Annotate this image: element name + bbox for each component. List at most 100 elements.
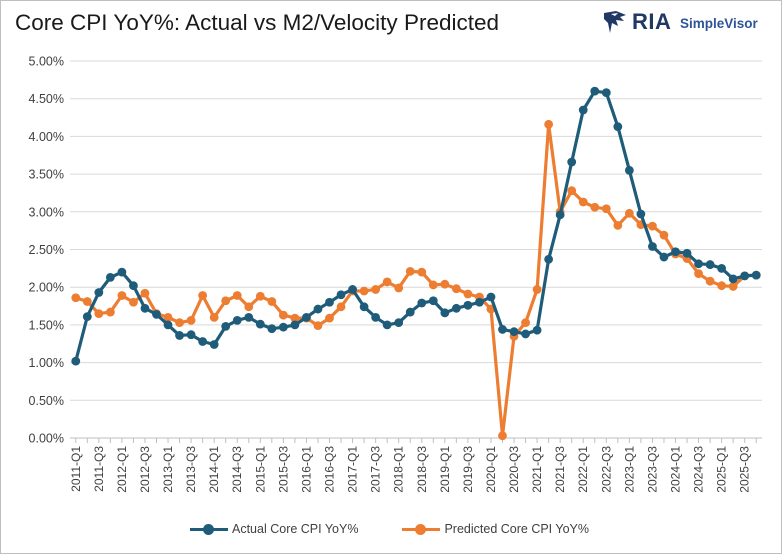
data-point	[255, 291, 265, 301]
data-point	[278, 310, 288, 320]
data-point	[740, 271, 750, 281]
y-tick-label: 2.50%	[29, 243, 64, 257]
data-point	[671, 247, 680, 257]
legend: Actual Core CPI YoY% Predicted Core CPI …	[190, 519, 633, 539]
data-point	[325, 313, 334, 323]
data-point	[186, 330, 196, 340]
data-point	[428, 280, 438, 290]
data-point	[751, 270, 761, 280]
data-point	[359, 286, 369, 296]
data-point	[175, 318, 184, 328]
data-point	[117, 291, 127, 300]
data-point	[590, 202, 600, 212]
legend-swatch-predicted	[402, 523, 441, 535]
series-layer	[71, 86, 761, 441]
grid-lines	[70, 60, 762, 439]
data-point	[498, 431, 507, 441]
series-actual	[71, 86, 761, 366]
data-point	[348, 285, 357, 294]
data-point	[255, 319, 265, 329]
data-point	[221, 296, 231, 306]
data-point	[140, 303, 150, 313]
data-point	[382, 277, 392, 287]
data-point	[705, 260, 715, 269]
x-tick-label: 2022-Q3	[599, 446, 613, 493]
data-point	[163, 320, 173, 330]
data-point	[186, 315, 196, 325]
data-point	[532, 325, 542, 335]
y-tick-label: 1.00%	[29, 356, 64, 370]
data-point	[567, 186, 577, 196]
x-tick-label: 2024-Q1	[669, 446, 683, 493]
data-point	[613, 122, 623, 131]
x-tick-label: 2023-Q3	[645, 446, 659, 493]
data-point	[302, 312, 311, 322]
legend-swatch-actual	[190, 523, 228, 535]
x-tick-label: 2018-Q3	[415, 446, 429, 493]
x-tick-label: 2022-Q1	[576, 446, 590, 493]
legend-label-predicted: Predicted Core CPI YoY%	[444, 522, 589, 536]
x-tick-label: 2021-Q3	[553, 446, 567, 493]
x-tick-label: 2025-Q3	[738, 446, 752, 493]
logo-sub-text: SimpleVisor	[680, 16, 758, 31]
x-tick-label: 2017-Q1	[346, 446, 360, 493]
data-point	[117, 267, 127, 277]
y-axis-ticks: 0.00% 0.50% 1.00% 1.50% 2.00% 2.50% 3.00% 3.50%…	[29, 55, 64, 446]
data-point	[278, 322, 288, 332]
y-tick-label: 4.50%	[29, 92, 64, 106]
data-point	[267, 324, 277, 334]
data-point	[728, 274, 738, 284]
data-point	[705, 276, 715, 286]
data-point	[313, 321, 323, 331]
x-tick-label: 2023-Q1	[622, 446, 636, 493]
data-point	[209, 312, 219, 322]
data-point	[163, 312, 173, 322]
data-point	[244, 302, 254, 312]
x-axis-ticks: 2011-Q1 2011-Q3 2012-Q1 2012-Q3 2013-Q1 2013-…	[69, 438, 757, 493]
y-tick-label: 3.50%	[29, 168, 64, 182]
data-point	[440, 279, 450, 289]
data-point	[198, 337, 208, 346]
y-tick-label: 3.00%	[29, 205, 64, 219]
data-point	[71, 356, 81, 366]
legend-label-actual: Actual Core CPI YoY%	[232, 522, 359, 536]
data-point	[336, 302, 346, 312]
data-point	[244, 312, 254, 322]
x-tick-label: 2013-Q3	[184, 446, 198, 493]
data-point	[682, 248, 692, 258]
data-point	[451, 303, 461, 313]
data-point	[613, 220, 623, 230]
data-point	[544, 119, 554, 129]
data-point	[290, 313, 300, 323]
data-point	[198, 291, 208, 300]
data-point	[578, 105, 588, 115]
y-tick-label: 0.50%	[29, 394, 64, 408]
data-point	[694, 259, 703, 269]
data-point	[601, 88, 611, 98]
data-point	[129, 297, 138, 307]
data-point	[359, 302, 369, 312]
legend-item-predicted: Predicted Core CPI YoY%	[402, 522, 589, 536]
data-point	[325, 297, 334, 307]
chart-title: Core CPI YoY%: Actual vs M2/Velocity Pre…	[15, 10, 499, 35]
x-tick-label: 2015-Q1	[253, 446, 267, 493]
data-point	[451, 284, 461, 294]
series-line	[75, 122, 757, 438]
series-predicted	[71, 119, 761, 441]
x-tick-label: 2019-Q1	[438, 446, 452, 493]
data-point	[382, 320, 392, 330]
data-point	[221, 322, 231, 331]
data-point	[463, 300, 473, 310]
y-tick-label: 5.00%	[29, 55, 64, 69]
data-point	[105, 272, 115, 282]
data-point	[94, 288, 104, 297]
data-point	[578, 197, 588, 207]
data-point	[129, 281, 138, 291]
data-point	[105, 307, 115, 317]
x-tick-label: 2013-Q1	[161, 446, 175, 493]
x-tick-label: 2012-Q3	[138, 446, 152, 493]
x-tick-label: 2020-Q1	[484, 446, 498, 493]
x-tick-label: 2019-Q3	[461, 446, 475, 493]
data-point	[94, 309, 104, 318]
